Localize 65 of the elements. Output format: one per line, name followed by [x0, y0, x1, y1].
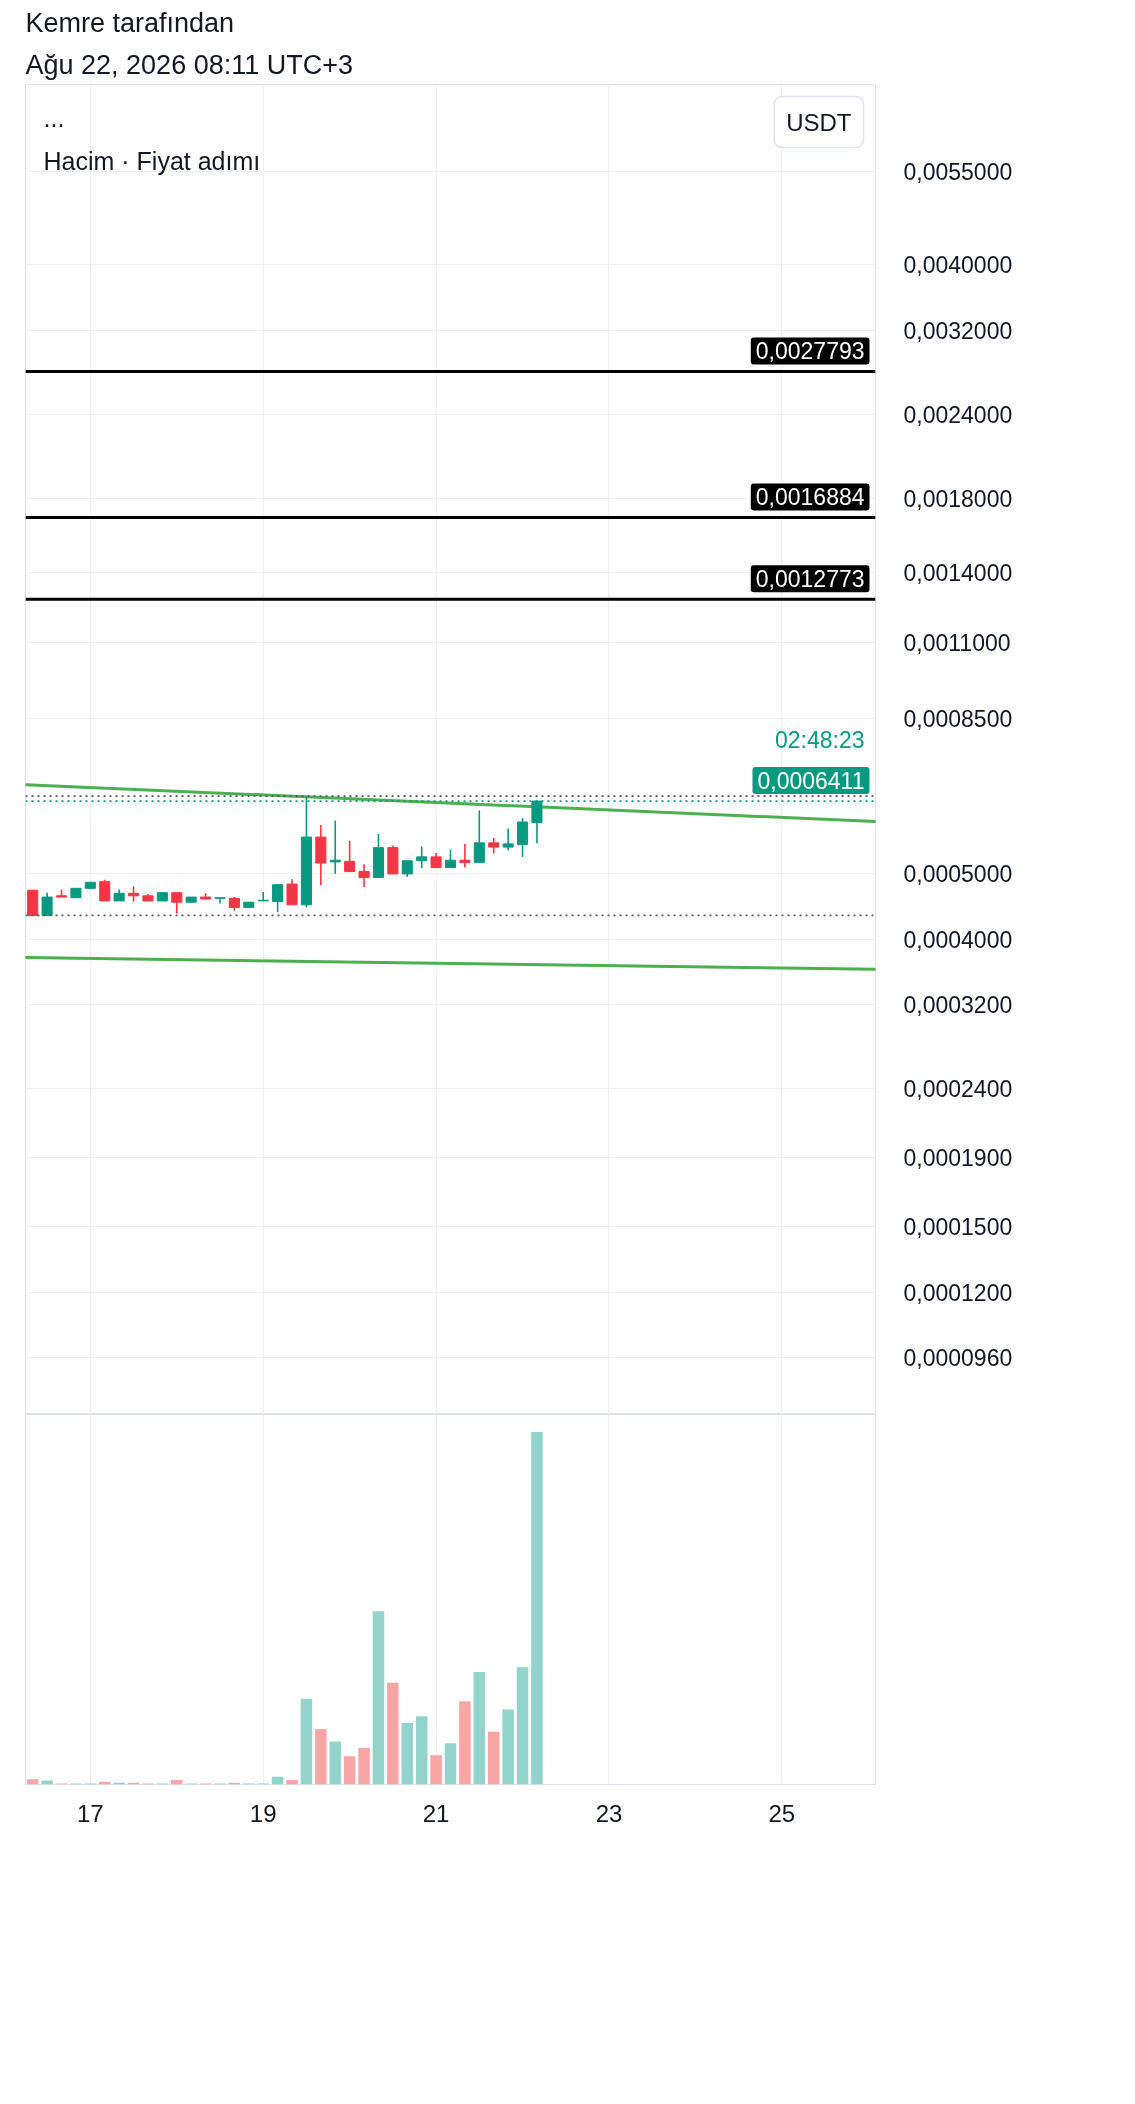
y-tick-label: 0,0001500 — [903, 1214, 1013, 1241]
chart-subtitle: Ağu 22, 2026 08:11 UTC+3 — [25, 49, 353, 80]
candlestick — [329, 819, 341, 875]
bar — [387, 1682, 399, 1785]
candlestick — [344, 839, 356, 873]
y-tick-label: 0,0001200 — [903, 1279, 1013, 1306]
bar — [415, 1716, 428, 1785]
bar — [430, 1755, 442, 1785]
bar — [516, 1667, 529, 1785]
bar — [26, 1779, 39, 1785]
x-tick-label: 25 — [768, 1799, 796, 1827]
candlestick — [473, 809, 485, 864]
candlestick — [99, 879, 111, 902]
x-tick-label: 23 — [595, 1799, 623, 1827]
ref-line-label: 0,0006411 — [757, 768, 865, 795]
bar — [502, 1709, 514, 1785]
x-tick-label: 17 — [76, 1799, 104, 1827]
candlestick — [41, 891, 53, 917]
y-tick-label: 0,0032000 — [903, 317, 1013, 344]
bar — [315, 1729, 327, 1785]
bar — [300, 1698, 313, 1785]
y-tick-label: 0,0003200 — [903, 992, 1013, 1019]
ref-line-label: 0,0012773 — [755, 566, 865, 593]
ref-line-label: 0,0016884 — [755, 484, 865, 511]
y-tick-label: 0,0001900 — [903, 1144, 1013, 1171]
ref-line-label: 0,0027793 — [755, 338, 865, 365]
y-tick-label: 0,0018000 — [903, 486, 1013, 513]
bar — [473, 1672, 486, 1785]
bar — [372, 1611, 385, 1785]
y-tick-label: 0,0040000 — [903, 252, 1013, 279]
bar — [358, 1747, 370, 1785]
candlestick — [257, 891, 269, 902]
x-tick-label: 21 — [422, 1799, 450, 1827]
bar — [401, 1722, 414, 1785]
candlestick — [286, 878, 298, 906]
y-tick-label: 0,0004000 — [903, 926, 1013, 953]
candlestick — [516, 817, 529, 858]
bar — [444, 1743, 457, 1785]
annotation: Hacim · Fiyat adımı — [43, 146, 261, 175]
y-tick-label: 0,0008500 — [903, 705, 1013, 732]
candlestick — [272, 883, 284, 913]
bar — [286, 1779, 298, 1785]
candlestick — [502, 827, 514, 852]
y-tick-label: 0,0005000 — [903, 861, 1013, 888]
annotation: ... — [43, 103, 65, 132]
candlestick — [459, 843, 471, 869]
bar — [487, 1731, 500, 1785]
y-tick-label: 0,0011000 — [903, 630, 1011, 657]
y-axis-title: USDT — [786, 108, 852, 136]
x-tick-label: 19 — [249, 1799, 277, 1827]
bar — [171, 1779, 183, 1785]
annotation: 02:48:23 — [774, 727, 865, 754]
bar — [459, 1701, 471, 1785]
y-tick-label: 0,0024000 — [903, 401, 1013, 428]
y-tick-label: 0,0000960 — [903, 1344, 1013, 1371]
bar — [329, 1741, 342, 1785]
y-tick-label: 0,0055000 — [903, 158, 1013, 185]
y-tick-label: 0,0002400 — [903, 1076, 1013, 1103]
y-tick-label: 0,0014000 — [903, 559, 1013, 586]
bar — [343, 1756, 356, 1785]
bar — [531, 1432, 543, 1785]
candlestick — [171, 891, 183, 915]
chart-title: Kemre tarafından — [25, 7, 235, 38]
candlestick — [416, 845, 428, 869]
candlestick — [358, 863, 370, 888]
